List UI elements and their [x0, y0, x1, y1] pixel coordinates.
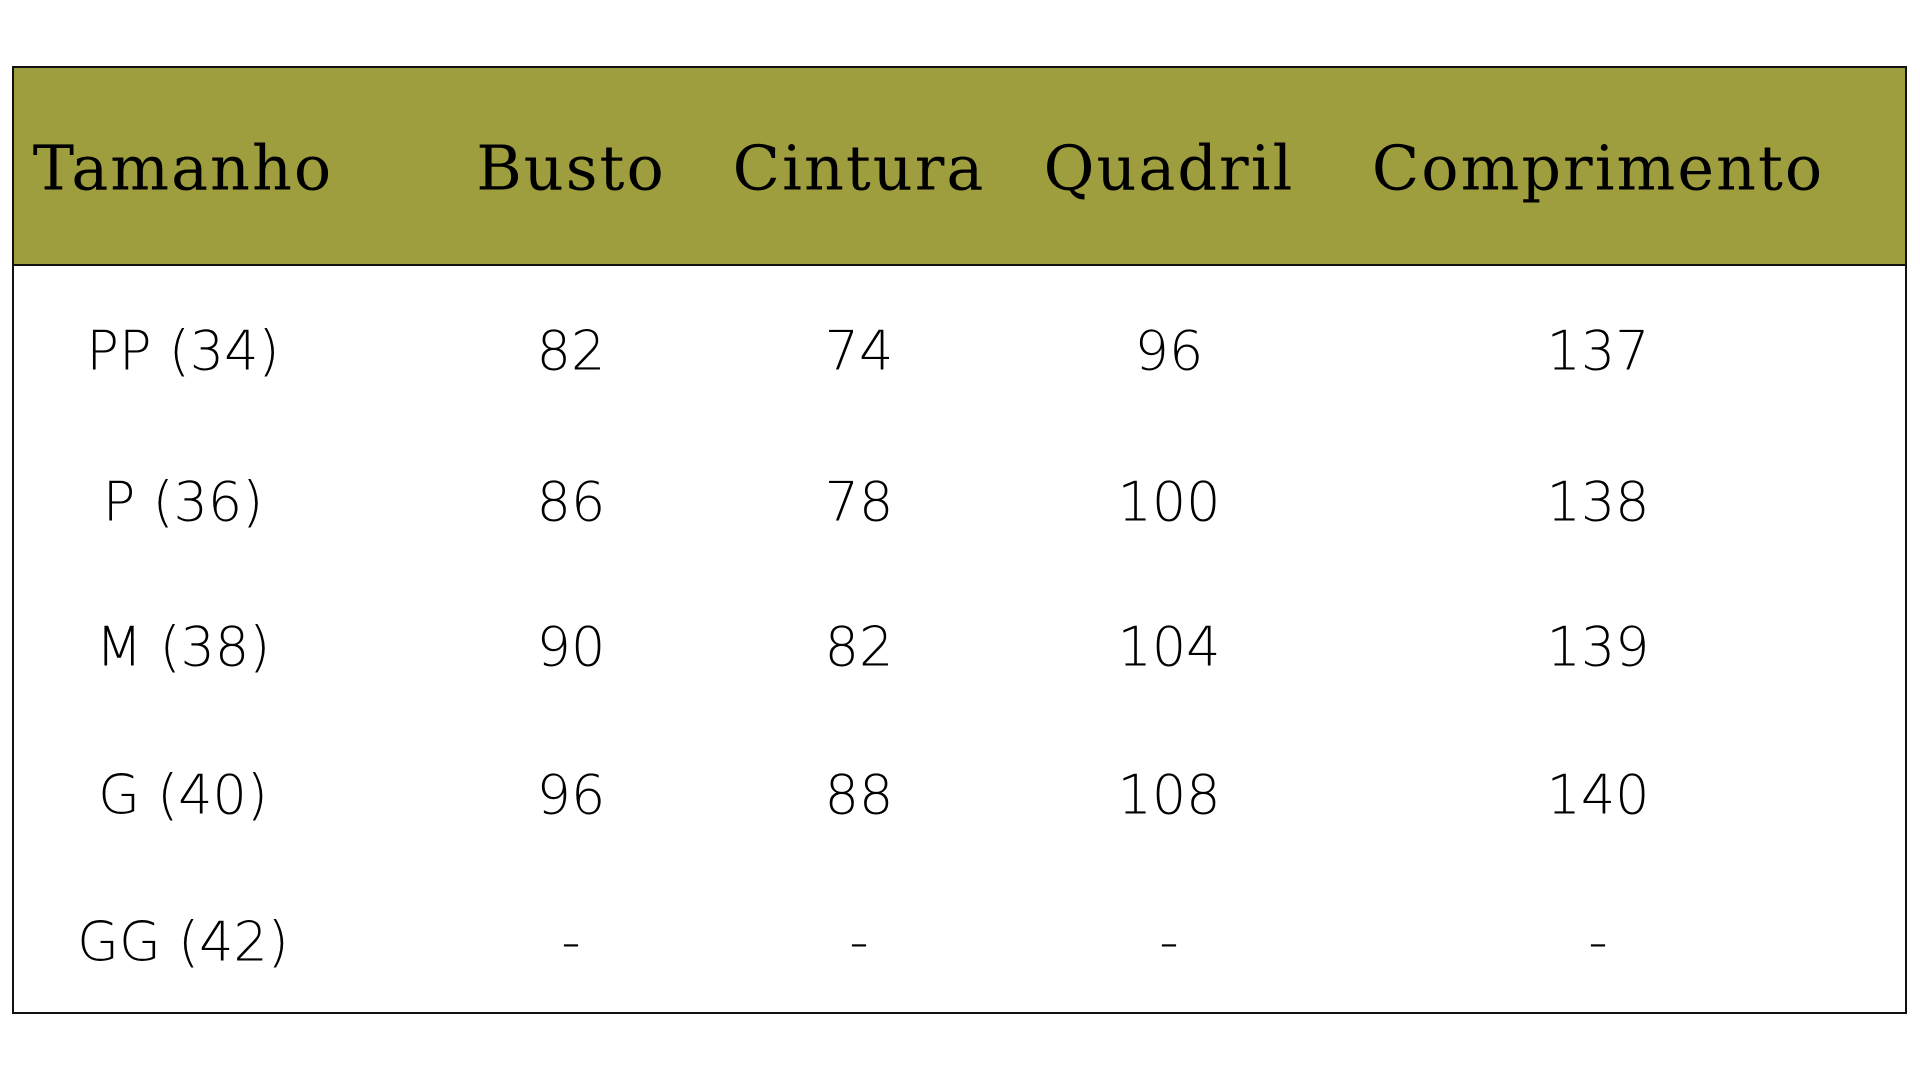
cell-length: 139 [1546, 615, 1650, 679]
cell-length: 137 [1546, 319, 1650, 383]
cell-waist: 74 [824, 319, 894, 383]
cell-waist: - [849, 910, 869, 974]
cell-bust: 82 [536, 319, 606, 383]
cell-hip: 104 [1117, 615, 1221, 679]
column-header-hip: Quadril [1043, 131, 1295, 205]
cell-size: G (40) [98, 763, 268, 827]
cell-hip: 100 [1117, 470, 1221, 534]
cell-hip: - [1159, 910, 1179, 974]
cell-size: M (38) [95, 615, 271, 679]
cell-bust: 90 [536, 615, 606, 679]
column-header-length: Comprimento [1371, 131, 1825, 205]
cell-size: PP (34) [86, 319, 280, 383]
column-header-waist: Cintura [732, 131, 986, 205]
cell-hip: 96 [1134, 319, 1204, 383]
cell-hip: 108 [1117, 763, 1221, 827]
cell-bust: - [561, 910, 581, 974]
cell-bust: 86 [536, 470, 606, 534]
cell-waist: 78 [824, 470, 894, 534]
cell-size: GG (42) [77, 910, 289, 974]
size-table: Tamanho Busto Cintura Quadril Comprimento PP … [12, 66, 1907, 1014]
table-header [14, 68, 1905, 266]
cell-length: 138 [1546, 470, 1650, 534]
cell-length: 140 [1546, 763, 1650, 827]
cell-length: - [1588, 910, 1608, 974]
column-header-size: Tamanho [32, 131, 334, 205]
cell-waist: 88 [824, 763, 894, 827]
cell-waist: 82 [824, 615, 894, 679]
cell-bust: 96 [536, 763, 606, 827]
cell-size: P (36) [102, 470, 264, 534]
column-header-bust: Busto [476, 131, 666, 205]
